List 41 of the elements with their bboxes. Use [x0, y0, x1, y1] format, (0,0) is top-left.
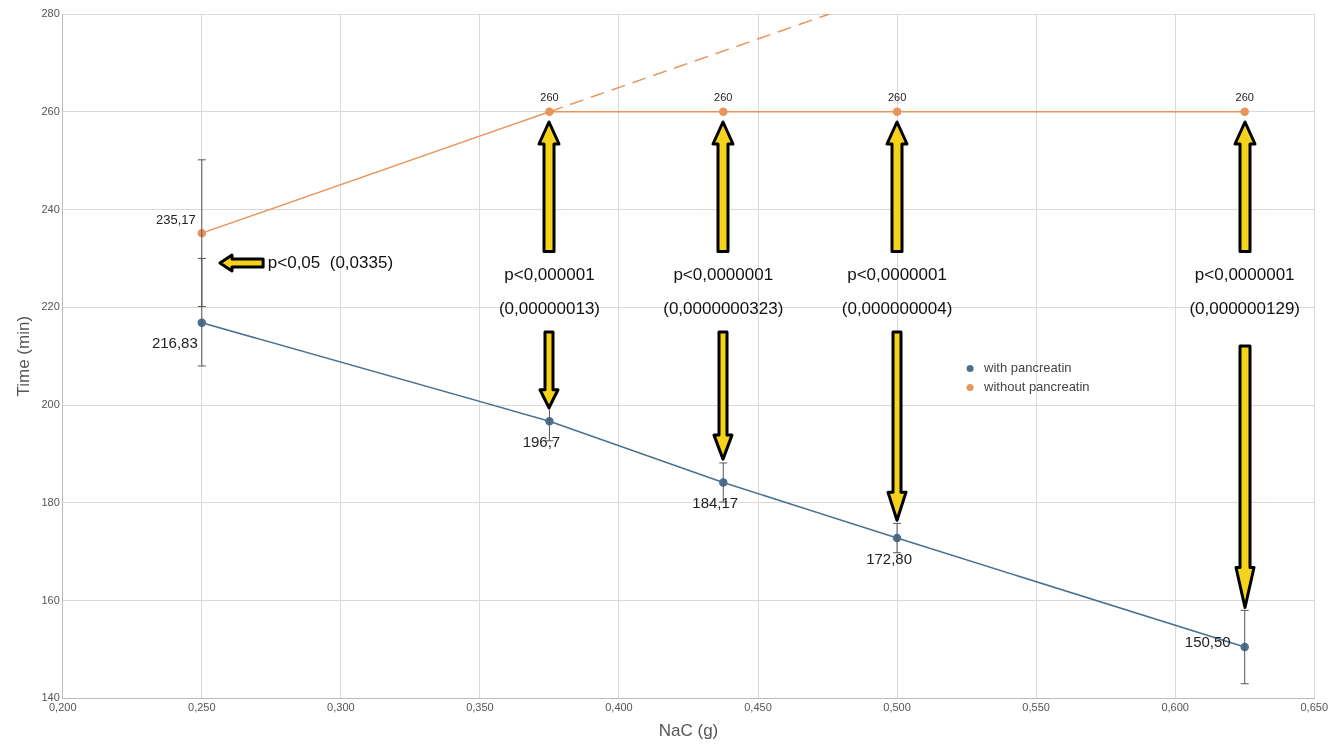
annotation: p<0,000001 [504, 265, 595, 285]
y-tick-label: 140 [41, 691, 60, 704]
annotation: (0,00000013) [498, 299, 601, 319]
x-tick-label: 0,450 [744, 701, 772, 714]
x-tick-label: 0,600 [1161, 701, 1189, 714]
annotation: p<0,05 (0,0335) [267, 253, 394, 272]
x-axis-title: NaC (g) [658, 721, 719, 741]
x-tick-label: 0,650 [1300, 701, 1328, 714]
x-tick-label: 0,350 [466, 701, 494, 714]
annotation: p<0,0000001 [673, 265, 774, 285]
y-tick-label: 180 [41, 495, 60, 508]
data-label: 184,17 [692, 494, 739, 512]
data-label: 260 [714, 91, 733, 104]
x-tick-label: 0,500 [883, 701, 911, 714]
x-tick-label: 0,200 [48, 701, 77, 714]
annotation: (0,000000004) [841, 299, 953, 319]
x-tick-label: 0,400 [605, 701, 633, 714]
y-tick-label: 200 [41, 398, 60, 411]
data-label: 196,7 [522, 432, 561, 450]
x-tick-label: 0,250 [188, 701, 216, 714]
y-tick-label: 280 [41, 7, 60, 20]
data-label: 216,83 [151, 334, 198, 352]
annotation: (0,000000129) [1189, 299, 1301, 319]
y-axis-title: Time (min) [13, 315, 33, 397]
data-label: 260 [1235, 91, 1254, 104]
y-tick-label: 260 [41, 104, 60, 117]
data-label: 260 [540, 91, 559, 104]
annotation: (0,0000000323) [663, 299, 784, 319]
y-tick-label: 160 [41, 593, 60, 606]
x-tick-label: 0,300 [327, 701, 355, 714]
x-tick-label: 0,550 [1022, 701, 1050, 714]
y-tick-label: 240 [41, 202, 60, 215]
annotation: p<0,0000001 [847, 265, 947, 285]
data-label: 172,80 [866, 549, 913, 567]
annotation: p<0,0000001 [1194, 265, 1295, 285]
legend-label: without pancreatin [983, 379, 1090, 395]
data-label: 150,50 [1184, 633, 1231, 651]
y-tick-label: 220 [41, 300, 60, 313]
data-label: 260 [887, 91, 907, 104]
data-label: 235,17 [156, 212, 196, 228]
legend-label: with pancreatin [983, 360, 1072, 376]
